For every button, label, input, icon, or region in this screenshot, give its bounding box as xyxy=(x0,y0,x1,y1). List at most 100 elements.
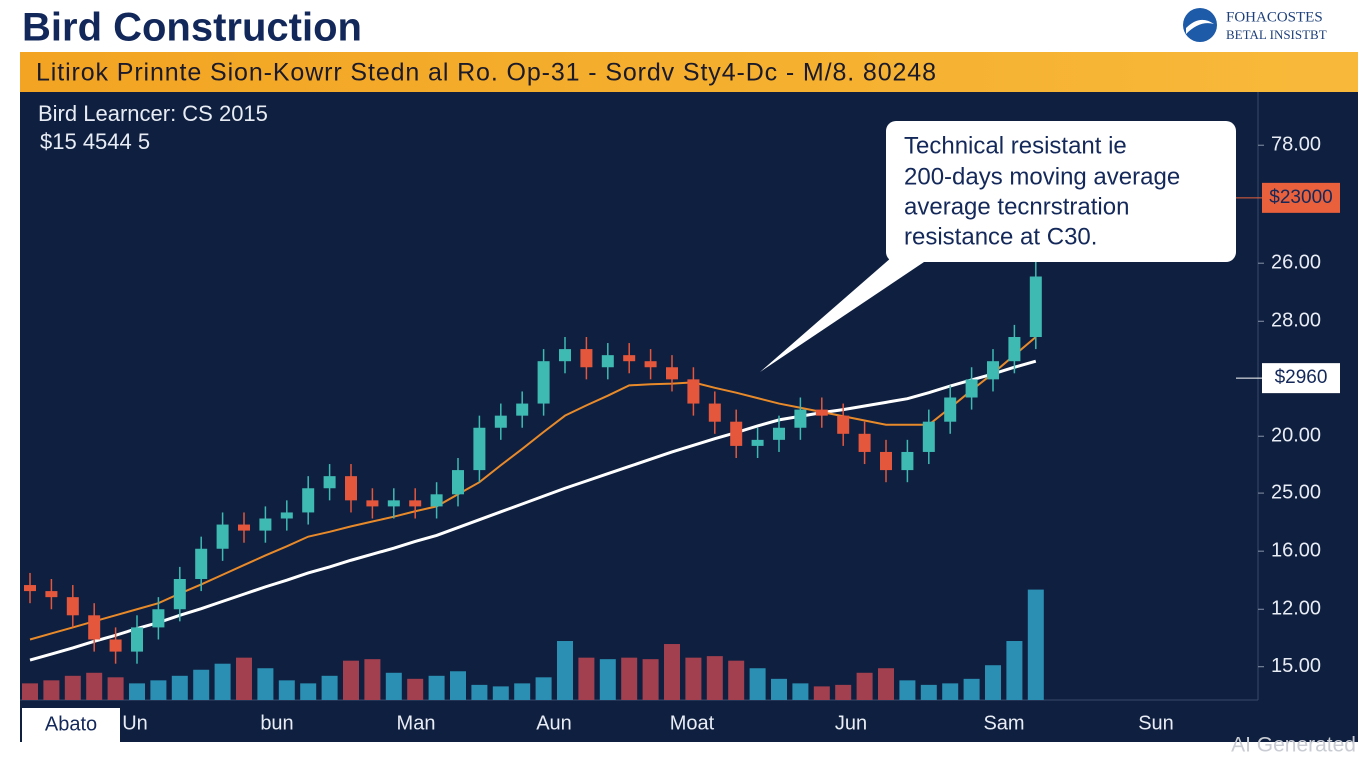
volume-bar xyxy=(364,659,381,700)
candle-body xyxy=(45,591,58,598)
volume-bar xyxy=(1027,589,1044,700)
candle-body xyxy=(880,451,892,471)
watermark: AI Generated xyxy=(1231,734,1356,757)
candle-body xyxy=(1029,276,1042,337)
candle-body xyxy=(452,470,464,495)
volume-bar xyxy=(878,668,894,700)
candle-body xyxy=(837,415,850,434)
volume-bar xyxy=(471,684,488,700)
callout-text: average tecnrstration xyxy=(904,193,1129,220)
candle-body xyxy=(131,627,143,652)
candle-body xyxy=(109,639,122,652)
candle-body xyxy=(666,367,678,380)
marks xyxy=(22,252,1044,700)
moving-average xyxy=(29,336,1037,641)
candle-body xyxy=(623,355,636,362)
candle-body xyxy=(708,403,721,422)
candle-body xyxy=(430,494,443,507)
x-tick-label: Moat xyxy=(670,712,715,734)
candle-body xyxy=(238,524,250,531)
volume-bar xyxy=(171,675,188,700)
volume-bar xyxy=(899,680,916,700)
candle-body xyxy=(152,609,165,628)
banner xyxy=(20,52,1358,92)
y-tick-label: 16.00 xyxy=(1271,539,1321,561)
x-tick-label: bun xyxy=(260,712,293,734)
volume-bar xyxy=(514,683,531,700)
volume-bar xyxy=(728,660,745,700)
volume-bar xyxy=(749,668,766,700)
candle-body xyxy=(965,379,978,398)
volume-bar xyxy=(278,680,295,700)
candle-body xyxy=(173,579,186,610)
candle-body xyxy=(409,500,422,507)
y-tick-label: 25.00 xyxy=(1271,481,1321,503)
info-text: Bird Learncer: CS 2015 xyxy=(38,101,268,126)
volume-bar xyxy=(685,657,702,700)
info-text: $15 4544 5 xyxy=(40,129,150,154)
volume-bar xyxy=(706,656,723,700)
volume-bar xyxy=(664,644,680,700)
candle-body xyxy=(24,585,36,592)
moving-average xyxy=(29,359,1037,662)
volume-bar xyxy=(985,665,1001,700)
volume-bar xyxy=(343,660,359,700)
logo-icon xyxy=(1183,8,1217,42)
candle-body xyxy=(66,597,79,616)
y-tick-label: 12.00 xyxy=(1271,598,1321,620)
candle-body xyxy=(259,518,272,531)
candle-body xyxy=(323,476,336,489)
volume-bar xyxy=(236,657,252,700)
volume-bar xyxy=(150,680,167,700)
callout-text: resistance at C30. xyxy=(904,223,1097,250)
y-tick-label: 28.00 xyxy=(1271,310,1321,332)
x-tick-label: Sun xyxy=(1138,712,1174,734)
x-tick-label: Jun xyxy=(835,712,867,734)
candle-body xyxy=(730,421,743,446)
candle-body xyxy=(473,427,486,471)
candle-body xyxy=(195,548,208,579)
y-tick-label: 26.00 xyxy=(1271,251,1321,273)
volume-bar xyxy=(642,659,659,700)
price-tag xyxy=(1262,363,1340,394)
candle-body xyxy=(387,500,400,507)
subtitle: Litirok Prinnte Sion-Kowrr Stedn al Ro. … xyxy=(36,59,936,87)
y-tick-label: 20.00 xyxy=(1271,425,1321,447)
volume-bar xyxy=(407,678,424,700)
volume-bar xyxy=(22,683,38,700)
volume-bar xyxy=(1006,641,1023,700)
volume-bar xyxy=(535,677,552,700)
x-tick-label: Aun xyxy=(536,712,572,734)
volume-bar xyxy=(214,663,231,700)
candle-body xyxy=(922,421,935,452)
candle-body xyxy=(751,439,764,446)
volume-bar xyxy=(193,669,210,700)
price-tag-label: $23000 xyxy=(1269,187,1332,208)
x-tick-label: Sam xyxy=(983,712,1024,734)
volume-bar xyxy=(43,680,60,700)
volume-bar xyxy=(599,659,616,700)
logo-text: FOHACOSTES xyxy=(1226,9,1323,25)
candle-body xyxy=(494,415,507,428)
volume-bar xyxy=(450,671,466,700)
volume-bar xyxy=(86,672,103,700)
candle-body xyxy=(687,379,700,404)
candle-body xyxy=(644,361,657,368)
x-tick-label: Un xyxy=(122,712,148,734)
callout xyxy=(886,121,1236,262)
price-tag xyxy=(1262,182,1340,213)
callout-text: Technical resistant ie xyxy=(904,132,1127,159)
volume-bar xyxy=(300,683,317,700)
candle-body xyxy=(537,361,550,404)
candle-body xyxy=(944,397,957,422)
y-tick-label: 78.00 xyxy=(1271,133,1321,155)
x-tick-label: Man xyxy=(397,712,436,734)
price-tag-label: $2960 xyxy=(1275,367,1328,388)
candle-body xyxy=(559,349,571,362)
volume-bar xyxy=(813,686,830,700)
candle-body xyxy=(773,427,785,440)
volume-bar xyxy=(321,675,338,700)
volume-bar xyxy=(835,684,852,700)
